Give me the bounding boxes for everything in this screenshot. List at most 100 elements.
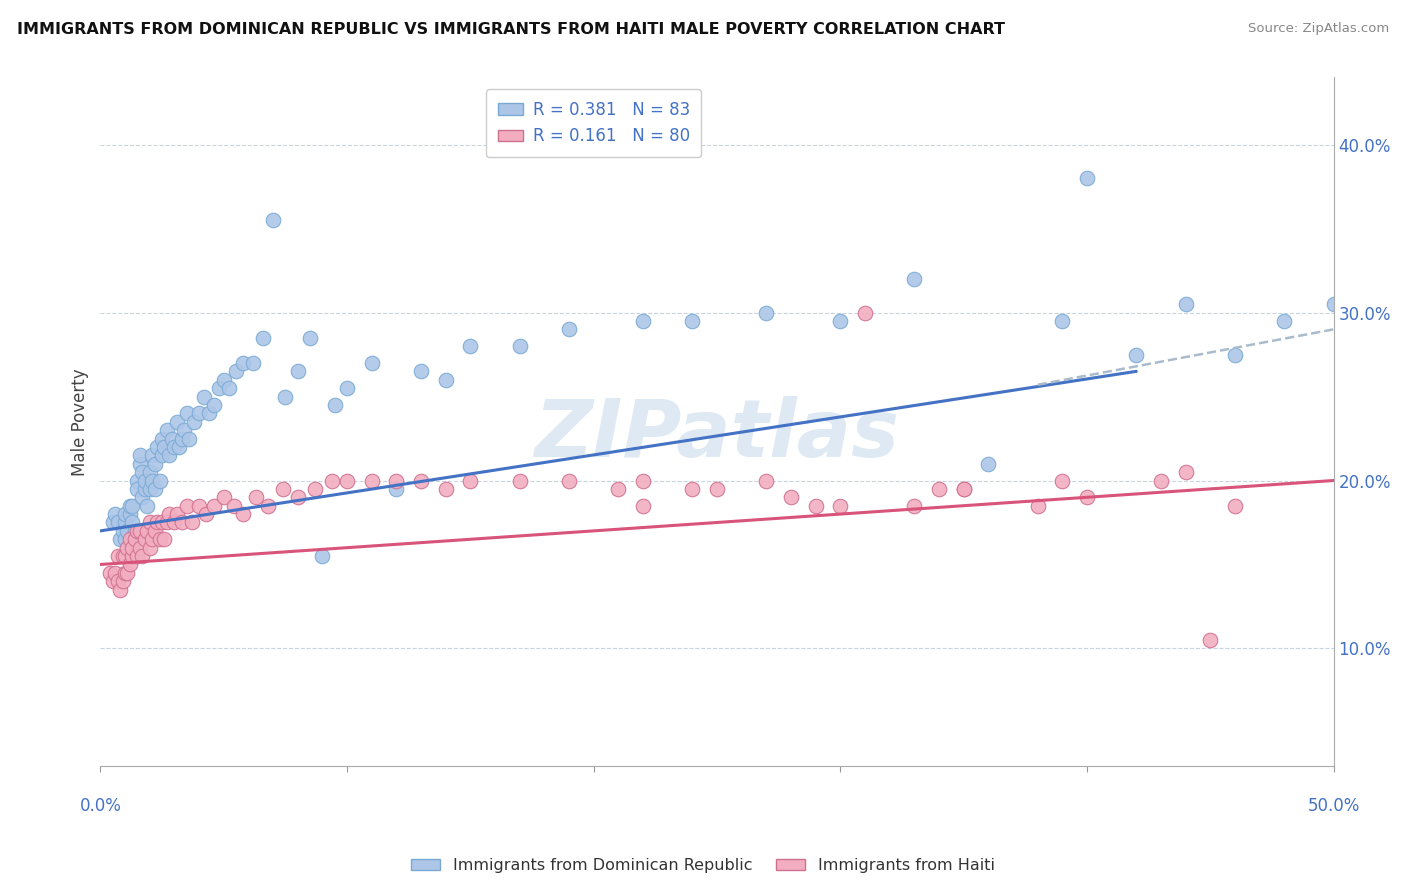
Point [1052, 474, 1074, 488]
Point [170, 516, 193, 530]
Point [245, 491, 267, 505]
Point [121, 549, 143, 563]
Point [1223, 347, 1246, 361]
Point [298, 331, 321, 345]
Point [143, 457, 166, 471]
Point [104, 507, 127, 521]
Point [434, 373, 457, 387]
Point [157, 507, 180, 521]
Point [114, 507, 136, 521]
Point [146, 516, 169, 530]
Point [107, 516, 129, 530]
Point [903, 499, 925, 513]
Point [225, 364, 247, 378]
Point [262, 213, 284, 227]
Point [631, 314, 654, 328]
Point [242, 356, 264, 370]
Point [460, 474, 482, 488]
Point [170, 432, 193, 446]
Point [1223, 499, 1246, 513]
Point [202, 499, 225, 513]
Point [257, 499, 280, 513]
Point [124, 533, 146, 547]
Point [156, 423, 179, 437]
Point [127, 482, 149, 496]
Point [198, 406, 221, 420]
Point [173, 423, 195, 437]
Point [222, 499, 245, 513]
Point [853, 305, 876, 319]
Point [153, 533, 176, 547]
Point [631, 499, 654, 513]
Point [127, 524, 149, 538]
Point [212, 491, 235, 505]
Point [150, 516, 173, 530]
Point [180, 516, 202, 530]
Point [117, 566, 139, 580]
Point [150, 448, 173, 462]
Point [128, 541, 150, 555]
Point [1026, 499, 1049, 513]
Point [202, 398, 225, 412]
Point [163, 516, 186, 530]
Point [138, 516, 160, 530]
Point [127, 474, 149, 488]
Text: IMMIGRANTS FROM DOMINICAN REPUBLIC VS IMMIGRANTS FROM HAITI MALE POVERTY CORRELA: IMMIGRANTS FROM DOMINICAN REPUBLIC VS IM… [17, 22, 1005, 37]
Point [157, 448, 180, 462]
Point [141, 533, 163, 547]
Point [111, 574, 134, 589]
Point [1125, 347, 1147, 361]
Point [271, 482, 294, 496]
Point [107, 549, 129, 563]
Point [138, 465, 160, 479]
Point [311, 549, 333, 563]
Point [136, 499, 159, 513]
Legend: R = 0.381   N = 83, R = 0.161   N = 80: R = 0.381 N = 83, R = 0.161 N = 80 [486, 89, 702, 157]
Point [830, 499, 852, 513]
Point [1323, 297, 1346, 311]
Point [681, 482, 703, 496]
Point [98, 566, 121, 580]
Point [148, 533, 170, 547]
Point [169, 440, 191, 454]
Point [232, 356, 254, 370]
Point [385, 482, 408, 496]
Text: 0.0%: 0.0% [79, 797, 121, 814]
Point [195, 507, 218, 521]
Point [193, 390, 215, 404]
Point [558, 322, 581, 336]
Point [218, 381, 240, 395]
Point [166, 507, 188, 521]
Point [134, 474, 156, 488]
Point [108, 533, 131, 547]
Point [323, 398, 346, 412]
Point [121, 516, 143, 530]
Point [1174, 297, 1197, 311]
Point [128, 457, 150, 471]
Text: Source: ZipAtlas.com: Source: ZipAtlas.com [1249, 22, 1389, 36]
Point [212, 373, 235, 387]
Point [321, 474, 343, 488]
Point [304, 482, 326, 496]
Point [977, 457, 1000, 471]
Point [128, 448, 150, 462]
Point [903, 272, 925, 286]
Point [111, 549, 134, 563]
Point [928, 482, 950, 496]
Point [160, 432, 183, 446]
Point [111, 524, 134, 538]
Point [101, 516, 124, 530]
Point [460, 339, 482, 353]
Point [1076, 491, 1098, 505]
Point [141, 474, 163, 488]
Point [607, 482, 630, 496]
Point [336, 381, 359, 395]
Point [118, 533, 141, 547]
Point [208, 381, 231, 395]
Point [183, 415, 205, 429]
Point [114, 516, 136, 530]
Point [118, 507, 141, 521]
Point [163, 440, 186, 454]
Point [360, 356, 382, 370]
Point [1199, 633, 1222, 648]
